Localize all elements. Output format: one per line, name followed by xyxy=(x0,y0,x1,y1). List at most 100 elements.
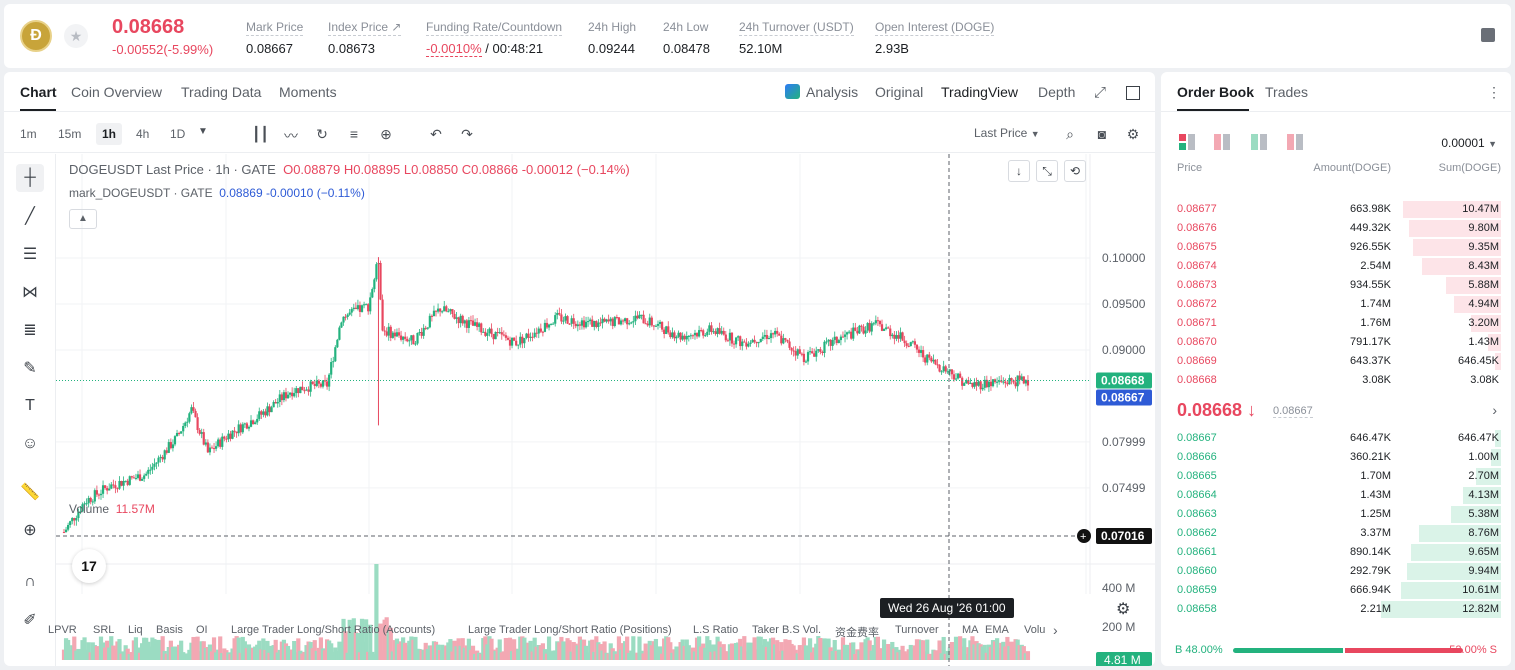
more-options-icon[interactable]: ⋮ xyxy=(1487,84,1501,100)
price-source-select[interactable]: Last Price ▼ xyxy=(974,126,1040,140)
ask-row[interactable]: 0.08673 934.55K 5.88M xyxy=(1161,276,1511,295)
indicator-tab[interactable]: EMA xyxy=(985,624,1009,636)
scroll-down-icon[interactable]: ↓ xyxy=(1008,160,1030,182)
bid-row[interactable]: 0.08659 666.94K 10.61M xyxy=(1161,581,1511,600)
indicator-tab[interactable]: Liq xyxy=(128,624,143,636)
stat-24h-turnover[interactable]: 24h Turnover (USDT) 52.10M xyxy=(739,20,854,56)
timeframe-1d[interactable]: 1D xyxy=(170,127,186,141)
tab-trades[interactable]: Trades xyxy=(1265,84,1309,100)
view-both-icon[interactable] xyxy=(1179,134,1195,150)
tab-moments[interactable]: Moments xyxy=(279,84,337,100)
indicator-tab[interactable]: Taker B.S Vol. xyxy=(752,624,822,636)
redo-icon[interactable]: ↷ xyxy=(461,126,473,142)
ask-row[interactable]: 0.08677 663.98K 10.47M xyxy=(1161,200,1511,219)
tab-chart[interactable]: Chart xyxy=(20,84,57,100)
chevron-down-icon[interactable]: ▼ xyxy=(198,126,208,137)
view-analysis[interactable]: Analysis xyxy=(806,84,859,100)
undo-icon[interactable]: ↶ xyxy=(430,126,442,142)
candle-type-icon[interactable]: ┃┃ xyxy=(252,126,269,142)
view-split-icon[interactable] xyxy=(1287,134,1303,150)
view-tradingview[interactable]: TradingView xyxy=(941,84,1019,100)
indicator-tab[interactable]: LPVR xyxy=(48,624,77,636)
bid-row[interactable]: 0.08661 890.14K 9.65M xyxy=(1161,543,1511,562)
view-depth[interactable]: Depth xyxy=(1038,84,1076,100)
reset-view-icon[interactable]: ⟲ xyxy=(1064,160,1086,182)
view-original[interactable]: Original xyxy=(875,84,924,100)
timeframe-15m[interactable]: 15m xyxy=(58,127,82,141)
brush-tool-icon[interactable]: ✎ xyxy=(23,360,37,377)
bid-row[interactable]: 0.08665 1.70M 2.70M xyxy=(1161,467,1511,486)
bid-row[interactable]: 0.08663 1.25M 5.38M xyxy=(1161,505,1511,524)
indicator-tab[interactable]: Large Trader Long/Short Ratio (Positions… xyxy=(468,624,672,636)
bid-row[interactable]: 0.08666 360.21K 1.00M xyxy=(1161,448,1511,467)
candle-body xyxy=(87,497,90,504)
pattern-tool-icon[interactable]: ⋈ xyxy=(22,284,38,301)
timeframe-4h[interactable]: 4h xyxy=(136,127,150,141)
templates-icon[interactable]: ≡ xyxy=(349,126,359,142)
ask-row[interactable]: 0.08670 791.17K 1.43M xyxy=(1161,333,1511,352)
candle-body xyxy=(985,379,988,388)
add-indicator-icon[interactable]: ⊕ xyxy=(380,126,392,142)
precision-select[interactable]: 0.00001 ▼ xyxy=(1441,136,1497,150)
fib-tool-icon[interactable]: ≣ xyxy=(23,322,37,339)
ask-row[interactable]: 0.08675 926.55K 9.35M xyxy=(1161,238,1511,257)
eraser-icon[interactable]: ✐ xyxy=(23,612,37,629)
collapse-legend-button[interactable]: ▲ xyxy=(69,209,97,229)
crosshair-tool-icon[interactable]: ┼ xyxy=(16,164,44,192)
stat-mark-price[interactable]: Mark Price 0.08667 xyxy=(246,20,304,56)
favorite-star-icon[interactable]: ★ xyxy=(64,24,88,48)
stat-index-price[interactable]: Index Price ↗ 0.08673 xyxy=(328,20,402,56)
indicator-tab[interactable]: Volu xyxy=(1024,624,1046,636)
stat-funding-rate[interactable]: Funding Rate/Countdown -0.0010% / 00:48:… xyxy=(426,20,563,57)
bid-row[interactable]: 0.08658 2.21M 12.82M xyxy=(1161,600,1511,619)
horizontal-lines-tool-icon[interactable]: ☰ xyxy=(22,246,38,263)
indicators-icon[interactable]: 〰 xyxy=(284,128,298,144)
chevron-right-icon[interactable]: › xyxy=(1492,402,1497,418)
ask-row[interactable]: 0.08676 449.32K 9.80M xyxy=(1161,219,1511,238)
stat-open-interest[interactable]: Open Interest (DOGE) 2.93B xyxy=(875,20,995,56)
tradingview-logo[interactable]: 17 xyxy=(72,549,106,583)
search-icon[interactable]: ⌕ xyxy=(1066,126,1074,142)
candle-body xyxy=(868,322,871,332)
indicator-tab[interactable]: Basis xyxy=(156,624,183,636)
price-chart-canvas[interactable]: 0.10000 0.09500 0.09000 0.07999 0.07499 0.086… xyxy=(56,154,1155,666)
indicator-tab[interactable]: L.S Ratio xyxy=(693,624,739,636)
view-asks-icon[interactable] xyxy=(1214,134,1230,150)
timeframe-1h[interactable]: 1h xyxy=(96,123,123,145)
bid-row[interactable]: 0.08662 3.37M 8.76M xyxy=(1161,524,1511,543)
tab-trading-data[interactable]: Trading Data xyxy=(181,84,262,100)
text-tool-icon[interactable]: T xyxy=(25,397,35,414)
ask-row[interactable]: 0.08671 1.76M 3.20M xyxy=(1161,314,1511,333)
indicator-tab[interactable]: Turnover xyxy=(895,624,939,636)
emoji-tool-icon[interactable]: ☺ xyxy=(21,435,39,452)
bid-row[interactable]: 0.08664 1.43M 4.13M xyxy=(1161,486,1511,505)
window-icon[interactable] xyxy=(1126,86,1140,100)
fullscreen-icon[interactable]: ⤢ xyxy=(1094,84,1107,101)
zoom-in-icon[interactable]: ⊕ xyxy=(23,522,37,539)
indicator-tab[interactable]: OI xyxy=(196,624,208,636)
ruler-tool-icon[interactable]: 📏 xyxy=(20,484,40,501)
book-icon[interactable] xyxy=(1481,28,1495,42)
indicator-tab[interactable]: SRL xyxy=(93,624,115,636)
indicator-tab[interactable]: Large Trader Long/Short Ratio (Accounts) xyxy=(231,624,436,636)
bid-row[interactable]: 0.08660 292.79K 9.94M xyxy=(1161,562,1511,581)
bid-row[interactable]: 0.08667 646.47K 646.47K xyxy=(1161,429,1511,448)
indicator-tab[interactable]: 资金费率 xyxy=(835,627,879,639)
magnet-icon[interactable]: ∩ xyxy=(24,573,36,590)
ask-row[interactable]: 0.08669 643.37K 646.45K xyxy=(1161,352,1511,371)
ask-row[interactable]: 0.08674 2.54M 8.43M xyxy=(1161,257,1511,276)
ask-row[interactable]: 0.08672 1.74M 4.94M xyxy=(1161,295,1511,314)
axis-settings-icon[interactable]: ⚙ xyxy=(1116,601,1131,618)
tab-order-book[interactable]: Order Book xyxy=(1177,84,1255,100)
indicator-tab[interactable]: MA xyxy=(962,624,979,636)
gear-icon[interactable]: ⚙ xyxy=(1126,126,1140,142)
trendline-tool-icon[interactable]: ╱ xyxy=(25,208,35,225)
view-bids-icon[interactable] xyxy=(1251,134,1267,150)
collapse-icon[interactable]: ⤡ xyxy=(1036,160,1058,182)
tab-coin-overview[interactable]: Coin Overview xyxy=(71,84,163,100)
ask-row[interactable]: 0.08668 3.08K 3.08K xyxy=(1161,371,1511,390)
chevron-right-icon[interactable]: › xyxy=(1053,622,1058,638)
camera-icon[interactable]: ◙ xyxy=(1097,126,1107,142)
timeframe-1m[interactable]: 1m xyxy=(20,127,37,141)
replay-icon[interactable]: ↻ xyxy=(316,126,328,142)
